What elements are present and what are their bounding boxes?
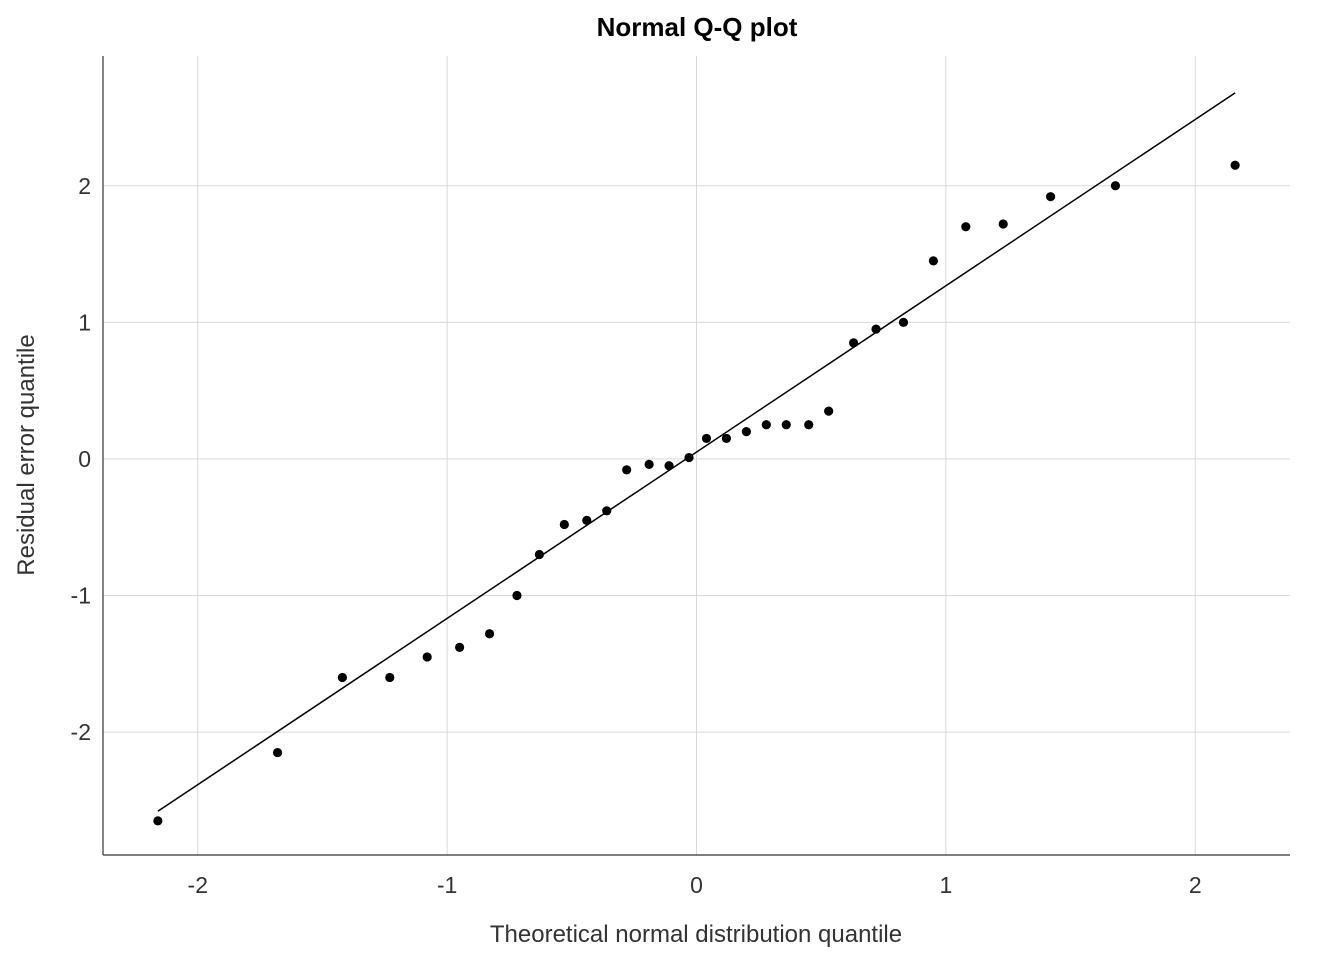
data-point (804, 420, 814, 430)
tick-labels: -2 -1 0 1 2 -2 -1 0 1 2 (71, 173, 1202, 898)
data-point (824, 406, 834, 416)
data-point (664, 461, 674, 471)
data-point (385, 672, 395, 683)
data-point (928, 256, 939, 266)
y-tick-label: 0 (78, 446, 91, 472)
x-tick-label: 0 (690, 872, 703, 898)
data-point (512, 590, 522, 601)
y-tick-label: 2 (78, 173, 91, 199)
y-axis-title: Residual error quantile (13, 334, 40, 575)
data-points (153, 160, 1240, 826)
data-point (153, 816, 163, 826)
data-point (781, 420, 791, 430)
grid-lines (103, 56, 1290, 855)
x-tick-label: 1 (939, 872, 952, 898)
x-tick-label: 2 (1189, 872, 1202, 898)
qq-reference-line (157, 92, 1236, 812)
data-point (484, 629, 495, 639)
data-point (454, 642, 465, 652)
y-tick-label: -2 (71, 719, 91, 745)
reference-line-layer (157, 92, 1236, 812)
x-tick-label: -2 (188, 872, 208, 898)
data-point (602, 506, 612, 516)
data-point (337, 672, 347, 683)
x-axis-title: Theoretical normal distribution quantile (490, 921, 902, 948)
data-point (898, 317, 909, 327)
data-point (684, 452, 694, 463)
y-tick-label: 1 (78, 309, 91, 335)
data-point (272, 747, 283, 758)
y-tick-label: -1 (71, 582, 91, 608)
data-point (559, 519, 569, 530)
axes (102, 56, 1290, 856)
data-point (961, 222, 971, 232)
data-point (701, 433, 712, 444)
data-point (741, 426, 751, 437)
data-point (721, 433, 732, 444)
x-tick-label: -1 (437, 872, 457, 898)
data-point (761, 420, 771, 430)
data-point (1230, 160, 1240, 170)
data-point (422, 652, 432, 662)
data-point (1110, 181, 1121, 191)
chart-title: Normal Q-Q plot (597, 12, 798, 42)
data-point (849, 338, 859, 348)
data-point (534, 549, 544, 560)
data-point (622, 465, 632, 475)
data-point (1046, 192, 1056, 202)
data-point (644, 459, 654, 469)
data-point (871, 324, 881, 334)
data-point (582, 515, 592, 525)
data-point (998, 219, 1008, 229)
